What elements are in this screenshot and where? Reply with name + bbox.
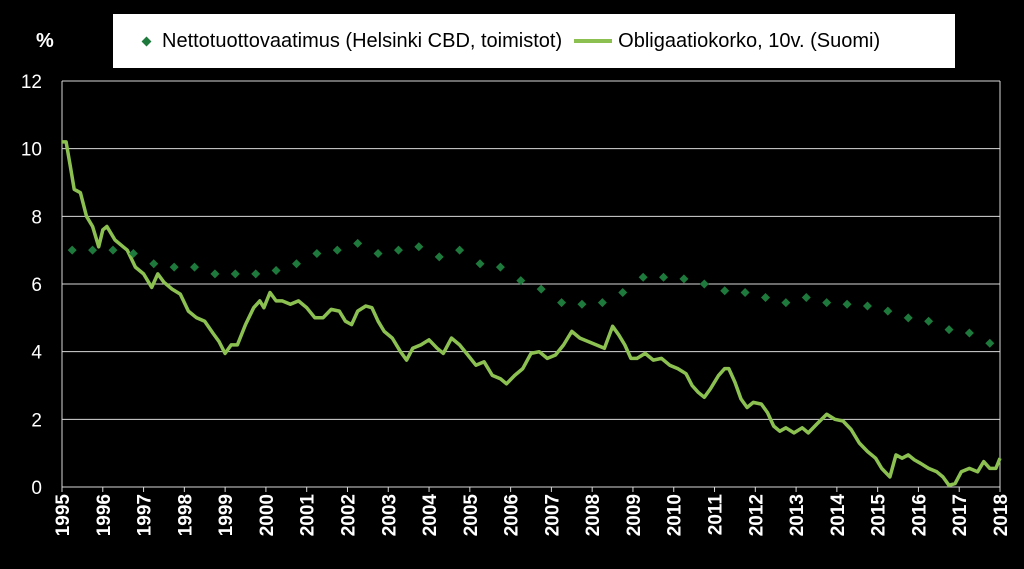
net-yield-point xyxy=(128,249,138,259)
legend: Nettotuottovaatimus (Helsinki CBD, toimi… xyxy=(113,14,955,68)
y-tick-label: 8 xyxy=(31,207,42,228)
x-tick-label: 2005 xyxy=(461,494,482,537)
legend-label-bond-yield: Obligaatiokorko, 10v. (Suomi) xyxy=(618,29,881,52)
x-tick-label: 2002 xyxy=(338,494,359,536)
net-yield-point xyxy=(67,245,77,255)
x-tick-label: 2009 xyxy=(624,494,645,536)
y-tick-label: 10 xyxy=(21,140,42,161)
x-tick-label: 2007 xyxy=(542,494,563,536)
x-tick-label: 2000 xyxy=(257,494,278,536)
x-tick-label: 2017 xyxy=(950,494,971,536)
net-yield-point xyxy=(353,238,363,248)
net-yield-point xyxy=(169,262,179,272)
x-tick-label: 2003 xyxy=(379,494,400,536)
net-yield-point xyxy=(964,328,974,338)
net-yield-point xyxy=(577,299,587,309)
net-yield-point xyxy=(699,279,709,289)
net-yield-point xyxy=(822,298,832,308)
line-swatch-icon xyxy=(574,39,613,43)
net-yield-point xyxy=(536,284,546,294)
y-unit-label: % xyxy=(36,30,54,52)
x-tick-label: 2014 xyxy=(828,494,849,537)
x-tick-label: 2001 xyxy=(298,494,319,537)
net-yield-point xyxy=(434,252,444,262)
x-tick-label: 2010 xyxy=(665,494,686,536)
y-tick-label: 4 xyxy=(31,343,42,364)
x-tick-label: 1997 xyxy=(135,494,156,536)
net-yield-point xyxy=(414,242,424,252)
x-tick-label: 1998 xyxy=(175,494,196,536)
net-yield-point xyxy=(944,325,954,335)
net-yield-point xyxy=(149,259,159,269)
x-tick-label: 2011 xyxy=(706,494,727,536)
net-yield-point xyxy=(230,269,240,279)
net-yield-point xyxy=(842,299,852,309)
net-yield-series xyxy=(67,238,995,348)
net-yield-point xyxy=(781,298,791,308)
net-yield-point xyxy=(740,287,750,297)
net-yield-point xyxy=(883,306,893,316)
net-yield-point xyxy=(292,259,301,269)
net-yield-point xyxy=(659,272,669,282)
net-yield-point xyxy=(475,259,485,269)
net-yield-point xyxy=(903,313,913,323)
net-yield-point xyxy=(210,269,220,279)
y-tick-labels: 0 2 4 6 8 10 12 xyxy=(21,72,43,499)
x-tick-label: 1995 xyxy=(53,494,74,537)
net-yield-point xyxy=(597,298,607,308)
x-tick-label: 2015 xyxy=(869,494,890,537)
net-yield-point xyxy=(108,245,118,255)
net-yield-point xyxy=(393,245,403,255)
y-tick-label: 2 xyxy=(31,410,42,431)
net-yield-point xyxy=(516,276,526,286)
net-yield-point xyxy=(924,316,934,326)
diamond-marker-icon xyxy=(141,36,152,46)
net-yield-point xyxy=(557,298,567,308)
x-tick-label: 2004 xyxy=(420,494,441,537)
net-yield-point xyxy=(251,269,261,279)
net-yield-point xyxy=(679,274,689,284)
net-yield-point xyxy=(495,262,505,272)
x-tick-label: 2018 xyxy=(991,494,1012,536)
net-yield-point xyxy=(801,293,811,303)
x-tick-label: 2016 xyxy=(909,494,930,536)
net-yield-point xyxy=(720,286,730,296)
net-yield-point xyxy=(455,245,465,255)
x-tick-label: 1999 xyxy=(216,494,237,536)
net-yield-point xyxy=(312,249,322,259)
x-tick-label: 1996 xyxy=(94,494,115,536)
y-tick-label: 0 xyxy=(31,478,42,499)
net-yield-point xyxy=(332,245,342,255)
legend-item-net-yield: Nettotuottovaatimus (Helsinki CBD, toimi… xyxy=(141,29,563,53)
net-yield-point xyxy=(985,338,995,348)
x-tick-label: 2012 xyxy=(746,494,767,536)
x-tick-label: 2008 xyxy=(583,494,604,536)
net-yield-point xyxy=(271,265,281,275)
net-yield-point xyxy=(618,287,628,297)
x-tick-labels: 1995 1996 1997 1998 1999 2000 2001 2002 2003 2004… xyxy=(53,487,1012,536)
legend-label-net-yield: Nettotuottovaatimus (Helsinki CBD, toimi… xyxy=(162,29,563,52)
y-tick-label: 12 xyxy=(21,72,42,93)
net-yield-point xyxy=(373,249,383,259)
x-tick-label: 2006 xyxy=(502,494,523,536)
gridlines xyxy=(61,80,1001,488)
x-tick-label: 2013 xyxy=(787,494,808,536)
net-yield-point xyxy=(190,262,200,272)
bond-yield-series xyxy=(62,140,1002,488)
net-yield-point xyxy=(638,272,648,282)
y-tick-label: 6 xyxy=(31,275,42,296)
net-yield-point xyxy=(761,293,770,303)
legend-item-bond-yield: Obligaatiokorko, 10v. (Suomi) xyxy=(562,30,880,53)
net-yield-point xyxy=(88,245,98,255)
bond-yield-line xyxy=(62,140,1002,488)
net-yield-point xyxy=(862,301,872,311)
